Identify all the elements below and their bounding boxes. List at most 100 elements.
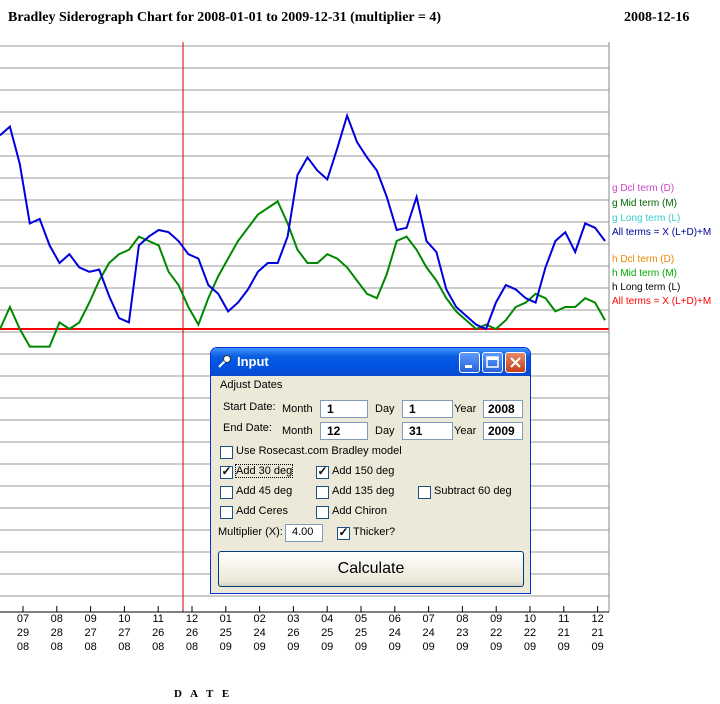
x-tick-label-y: 09	[422, 641, 435, 653]
x-tick-label-d: 25	[321, 627, 334, 639]
x-tick-label-y: 08	[185, 641, 199, 653]
x-tick-label-m: 06	[388, 613, 401, 625]
x-tick-label: 04 25 09	[312, 612, 342, 654]
start-day-label: Day	[375, 403, 395, 415]
x-tick-label-m: 11	[152, 613, 164, 625]
subtract-60-label: Subtract 60 deg	[434, 485, 512, 497]
x-tick-label-m: 02	[253, 613, 266, 625]
x-tick-label: 12 21 09	[583, 612, 613, 654]
end-year-input[interactable]: 2009	[483, 422, 523, 440]
start-date-label: Start Date:	[223, 401, 276, 413]
x-tick-label-d: 26	[287, 627, 300, 639]
x-tick-label-d: 27	[84, 627, 97, 639]
legend-entry: g Mid term (M)	[612, 198, 677, 209]
dialog-titlebar[interactable]: Input	[211, 348, 530, 376]
checkmark-icon: ✓	[221, 464, 232, 478]
calculate-label: Calculate	[337, 560, 405, 577]
x-tick-label-d: 28	[50, 627, 63, 639]
x-tick-label-d: 29	[16, 627, 30, 639]
end-day-label: Day	[375, 425, 395, 437]
x-tick-label-d: 26	[185, 627, 199, 639]
x-tick-label-d: 22	[523, 627, 537, 639]
x-tick-label-m: 05	[354, 613, 368, 625]
legend-entry: All terms = X (L+D)+M	[612, 227, 712, 238]
start-year-input[interactable]: 2008	[483, 400, 523, 418]
use-rosecast-checkbox[interactable]	[220, 446, 233, 459]
add-ceres-checkbox[interactable]	[220, 506, 233, 519]
series-line-mid-term	[0, 199, 606, 348]
chart-date: 2008-12-16	[624, 10, 690, 25]
checkmark-icon: ✓	[317, 464, 328, 478]
end-year-label: Year	[454, 425, 477, 437]
x-tick-label-d: 25	[354, 627, 368, 639]
legend-entry: h Long term (L)	[612, 282, 681, 293]
x-tick-label-y: 08	[118, 641, 131, 653]
add-45-checkbox[interactable]	[220, 486, 233, 499]
x-tick-label-d: 22	[490, 627, 503, 639]
add-135-label: Add 135 deg	[332, 485, 395, 497]
x-tick-label-m: 09	[84, 613, 97, 625]
start-month-input[interactable]: 1	[320, 400, 368, 418]
x-tick-label-y: 09	[456, 641, 469, 653]
start-year-label: Year	[454, 403, 477, 415]
end-month-input[interactable]: 12	[320, 422, 368, 440]
x-tick-label-d: 23	[456, 627, 469, 639]
x-tick-label: 07 29 08	[8, 612, 38, 654]
x-tick-label-m: 12	[185, 613, 199, 625]
chart-title: Bradley Siderograph Chart for 2008-01-01…	[8, 10, 442, 25]
thicker-checkbox[interactable]: ✓	[337, 525, 350, 540]
x-tick-label-y: 09	[557, 641, 570, 653]
series-line-all-terms	[0, 112, 606, 331]
x-tick-label: 11 21 09	[549, 612, 579, 654]
x-tick-label-d: 25	[219, 627, 232, 639]
minimize-button[interactable]	[459, 352, 480, 373]
x-tick-label-m: 07	[16, 613, 30, 625]
use-rosecast-label: Use Rosecast.com Bradley model	[236, 445, 402, 457]
x-axis-title: D A T E	[174, 688, 233, 700]
end-day-input[interactable]: 31	[402, 422, 453, 440]
end-date-label: End Date:	[223, 422, 272, 434]
dialog-body: Adjust Dates Start Date: Month 1 Day 1 Y…	[215, 376, 526, 589]
x-tick-label-m: 08	[50, 613, 63, 625]
add-30-label: Add 30 deg	[234, 464, 294, 478]
x-tick-label-m: 01	[219, 613, 232, 625]
add-135-checkbox[interactable]	[316, 486, 329, 499]
legend-entry: h Mid term (M)	[612, 268, 677, 279]
minimize-icon	[465, 365, 472, 368]
maximize-icon	[486, 356, 499, 368]
x-tick-label-d: 21	[557, 627, 570, 639]
x-tick-label-m: 03	[287, 613, 300, 625]
x-tick-label-d: 21	[591, 627, 604, 639]
add-150-label: Add 150 deg	[332, 465, 395, 477]
multiplier-input[interactable]: 4.00	[285, 524, 323, 542]
x-tick-label: 12 26 08	[177, 612, 207, 654]
x-tick-label-m: 11	[558, 613, 570, 625]
x-tick-label-y: 09	[388, 641, 401, 653]
maximize-button[interactable]	[482, 352, 503, 373]
x-tick-label: 08 28 08	[42, 612, 72, 654]
add-45-label: Add 45 deg	[236, 485, 293, 497]
x-tick-label-y: 08	[84, 641, 97, 653]
start-day-input[interactable]: 1	[402, 400, 453, 418]
add-30-checkbox[interactable]: ✓	[220, 464, 233, 479]
input-dialog[interactable]: Input Adjust Dates Start Date: Month 1 D…	[210, 347, 531, 594]
x-tick-label-y: 09	[523, 641, 537, 653]
x-tick-label-m: 09	[490, 613, 503, 625]
x-tick-label-d: 26	[152, 627, 165, 639]
x-tick-label-y: 09	[321, 641, 334, 653]
x-tick-label: 06 24 09	[380, 612, 410, 654]
add-chiron-label: Add Chiron	[332, 505, 388, 517]
x-tick-label-m: 07	[422, 613, 435, 625]
legend-entry: g Long term (L)	[612, 213, 681, 224]
calculate-button[interactable]: Calculate	[218, 551, 524, 587]
x-tick-label-d: 27	[118, 627, 131, 639]
x-tick-label-d: 24	[253, 627, 266, 639]
add-chiron-checkbox[interactable]	[316, 506, 329, 519]
key-icon	[218, 355, 231, 368]
add-150-checkbox[interactable]: ✓	[316, 464, 329, 479]
x-tick-label-y: 09	[490, 641, 503, 653]
subtract-60-checkbox[interactable]	[418, 486, 431, 499]
x-tick-label: 09 22 09	[481, 612, 511, 654]
close-button[interactable]	[505, 352, 526, 373]
close-icon	[510, 357, 521, 368]
